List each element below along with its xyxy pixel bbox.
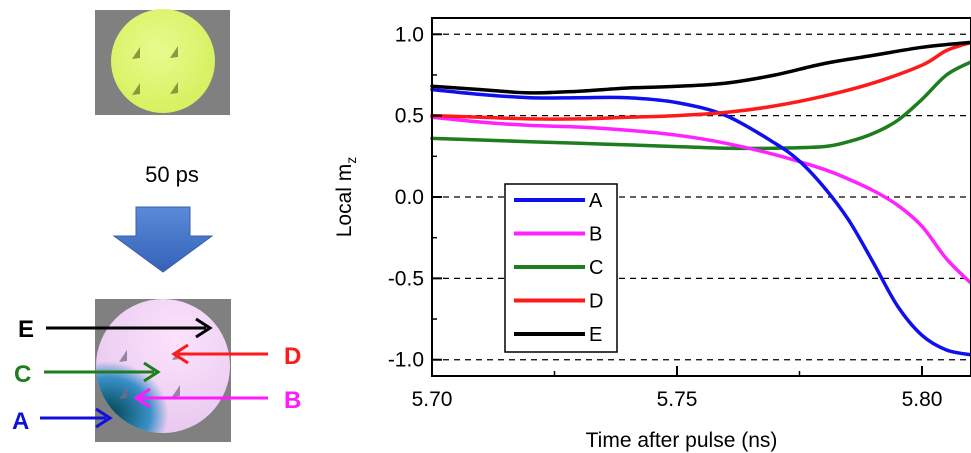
- legend-label-a: A: [589, 190, 603, 212]
- legend-label-e: E: [589, 324, 602, 346]
- series-line-e: [430, 40, 971, 95]
- series-line-b: [430, 115, 971, 285]
- antidot-triangles: [132, 46, 178, 95]
- arrow-c-head-icon: [143, 361, 161, 383]
- legend-label-c: C: [589, 257, 603, 279]
- x-tick-label: 5.80: [902, 388, 943, 411]
- series-line-a: [430, 87, 971, 357]
- marker-label-a: A: [12, 408, 29, 435]
- y-tick-label: -1.0: [388, 349, 424, 372]
- mz-chart: -1.0 -0.5 0.0 0.5 1.0 5.70 5.75 5.80 Local mz T…: [333, 17, 971, 452]
- x-tick-label: 5.75: [657, 388, 698, 411]
- marker-label-b: B: [284, 387, 301, 414]
- snapshot-initial: [95, 9, 230, 115]
- time-label: 50 ps: [145, 162, 199, 187]
- arrow-a-head-icon: [95, 407, 113, 429]
- y-tick-label: 1.0: [395, 23, 424, 46]
- magnetic-disk-green: [111, 9, 215, 113]
- x-tick-label: 5.70: [412, 388, 453, 411]
- marker-label-c: C: [14, 361, 31, 388]
- series-line-d: [430, 40, 971, 121]
- x-axis-label: Time after pulse (ns): [586, 429, 778, 452]
- tick-labels: -1.0 -0.5 0.0 0.5 1.0 5.70 5.75 5.80: [388, 23, 943, 411]
- legend-label-d: D: [589, 291, 603, 313]
- down-arrow-icon: [112, 206, 214, 273]
- marker-label-e: E: [18, 316, 34, 343]
- plot-series: [430, 40, 971, 357]
- legend-label-b: B: [589, 224, 602, 246]
- y-tick-label: -0.5: [388, 267, 424, 290]
- y-axis-label: Local mz: [333, 157, 359, 238]
- marker-label-d: D: [284, 343, 301, 370]
- arrow-e-head-icon: [195, 317, 213, 339]
- arrow-d-head-icon: [171, 343, 189, 365]
- y-tick-label: 0.5: [395, 105, 424, 128]
- y-axis-label-subscript: z: [343, 157, 359, 164]
- axis-ticks: [431, 33, 923, 376]
- series-line-c: [430, 60, 971, 151]
- y-tick-label: 0.0: [395, 186, 424, 209]
- arrow-b-head-icon: [133, 387, 151, 409]
- marker-arrows: [40, 317, 268, 429]
- y-axis-label-main: Local m: [333, 164, 356, 238]
